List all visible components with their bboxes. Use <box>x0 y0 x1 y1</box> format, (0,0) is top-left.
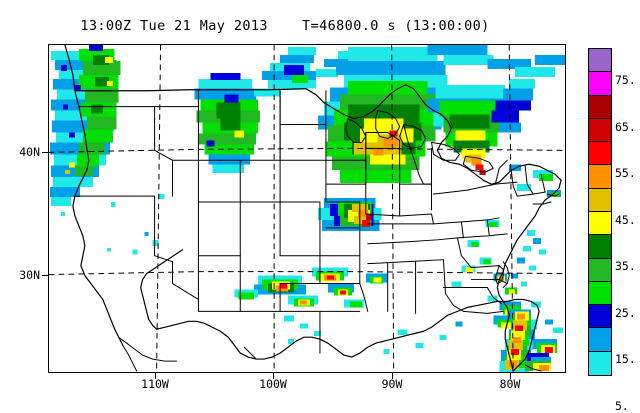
colorbar-label-5: 5. <box>615 399 629 413</box>
map-plot-area[interactable] <box>48 44 566 373</box>
colorbar-label-65: 65. <box>615 119 636 134</box>
colorbar-segment-40-45 <box>589 188 611 212</box>
x-axis-label-80w: 80W <box>499 377 521 391</box>
x-tick-100w <box>273 373 274 379</box>
map-geography <box>49 45 565 372</box>
y-tick-40n <box>42 152 48 153</box>
colorbar-segment-35-40 <box>589 211 611 236</box>
colorbar-segment-15-20 <box>589 305 611 329</box>
map-canvas <box>49 45 565 372</box>
x-axis-label-110w: 110W <box>141 377 169 391</box>
colorbar-segment-65-70 <box>589 72 611 96</box>
x-axis-label-90w: 90W <box>381 377 403 391</box>
echo-northeast <box>509 164 562 198</box>
graticule <box>49 45 565 372</box>
colorbar-segment-70-75 <box>589 49 611 73</box>
reflectivity-colorbar[interactable] <box>588 48 612 376</box>
colorbar-segment-5-10 <box>589 351 611 375</box>
colorbar-tick-labels: 75. 65. 55. 45. 35. 25. 15. 5. <box>615 40 640 413</box>
echo-ozarks <box>317 198 382 231</box>
colorbar-label-75: 75. <box>615 73 636 87</box>
colorbar-label-25: 25. <box>615 305 636 320</box>
echo-florida <box>499 301 564 372</box>
y-axis-label-30n: 30N <box>19 268 40 282</box>
x-tick-90w <box>392 373 393 379</box>
colorbar-label-55: 55. <box>615 166 636 181</box>
echo-northern-rockies <box>194 72 261 174</box>
colorbar-segment-50-55 <box>589 142 611 166</box>
colorbar-segment-45-50 <box>589 165 611 189</box>
echo-gulf-coast <box>383 321 463 355</box>
echo-great-basin <box>60 194 165 255</box>
colorbar-segment-20-25 <box>589 281 611 306</box>
colorbar-segment-30-35 <box>589 235 611 259</box>
colorbar-segment-60-65 <box>589 95 611 119</box>
colorbar-segment-55-60 <box>589 118 611 143</box>
colorbar-label-45: 45. <box>615 212 636 227</box>
colorbar-segment-10-15 <box>589 328 611 352</box>
colorbar-label-35: 35. <box>615 259 636 274</box>
y-tick-30n <box>42 275 48 276</box>
y-axis-label-40n: 40N <box>19 145 40 159</box>
echo-southern-plains <box>234 267 388 345</box>
colorbar-segment-25-30 <box>589 258 611 282</box>
colorbar-label-15: 15. <box>615 352 636 367</box>
echo-great-lakes-front <box>317 45 565 184</box>
echo-pacific-northwest <box>49 45 121 207</box>
x-tick-110w <box>155 373 156 379</box>
x-tick-80w <box>510 373 511 379</box>
reflectivity-field <box>49 45 565 372</box>
x-axis-label-100w: 100W <box>259 377 287 391</box>
figure-title: 13:00Z Tue 21 May 2013 T=46800.0 s (13:0… <box>80 18 490 34</box>
reflectivity-map-figure: 13:00Z Tue 21 May 2013 T=46800.0 s (13:0… <box>19 18 640 413</box>
